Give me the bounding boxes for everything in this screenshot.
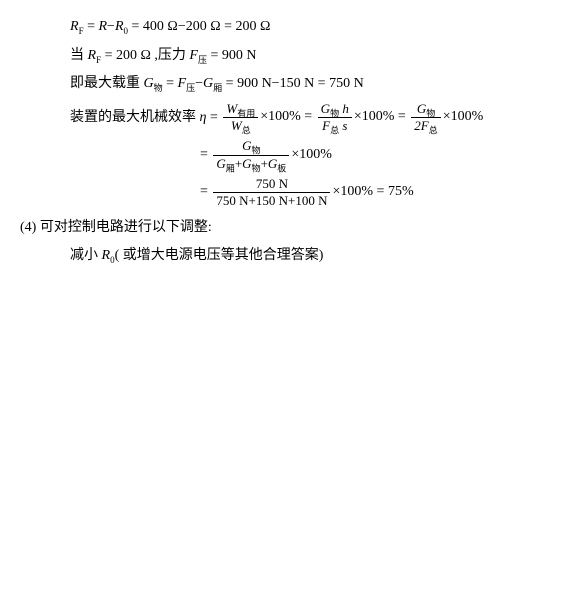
- line-max-load: 即最大载重 G物 = F压−G厢 = 900 N−150 N = 750 N: [70, 71, 555, 98]
- var-fya: F: [178, 76, 187, 91]
- var-f: F: [322, 118, 330, 133]
- line-pressure: 当 RF = 200 Ω ,压力 F压 = 900 N: [70, 43, 555, 70]
- physics-solution-text: RF = R−R0 = 400 Ω−200 Ω = 200 Ω 当 R F = 2…: [0, 0, 575, 284]
- line-efficiency-expand: = G物 G厢+G物+G板 ×100%: [200, 139, 555, 171]
- var-h: h: [339, 101, 349, 116]
- var-w: W: [226, 101, 237, 116]
- var-gwu: G: [144, 76, 154, 91]
- line-efficiency-start: 装置的最大机械效率 η = W有用 W总 ×100% = G物 h F总 s ×…: [70, 102, 555, 134]
- txt: =: [163, 76, 178, 91]
- var-r0: R: [115, 19, 124, 34]
- fraction-g-2f: G物 2F总: [411, 102, 440, 134]
- txt: 减小: [70, 248, 102, 263]
- var-g: G: [216, 156, 225, 171]
- sub-wu: 物: [154, 83, 163, 93]
- txt: =: [206, 110, 217, 125]
- txt: ×100% = 75%: [332, 179, 413, 206]
- var-gxiang: G: [203, 76, 213, 91]
- sub-ya: 压: [198, 54, 207, 64]
- denominator: 750 N+150 N+100 N: [213, 193, 330, 208]
- txt: = 900 N−150 N = 750 N: [222, 76, 364, 91]
- fraction-gh-fs: G物 h F总 s: [318, 102, 352, 134]
- line-part4-answer: 减小 R0( 或增大电源电压等其他合理答案): [70, 243, 555, 270]
- var-g: G: [242, 156, 251, 171]
- line-part4-heading: (4) 可对控制电路进行以下调整:: [20, 215, 555, 242]
- txt: 当: [70, 48, 88, 63]
- var-rf: R: [88, 48, 97, 63]
- txt: = 200 Ω ,压力: [101, 48, 189, 63]
- numerator: 750 N: [213, 177, 330, 193]
- fraction-g-sum: G物 G厢+G物+G板: [213, 139, 289, 171]
- txt: =: [200, 142, 208, 169]
- txt: =: [84, 19, 99, 34]
- sub: 物: [252, 163, 261, 173]
- sub: 总: [429, 126, 438, 136]
- var-s: s: [339, 118, 347, 133]
- txt: = 400 Ω−200 Ω = 200 Ω: [128, 19, 270, 34]
- fraction-numeric: 750 N 750 N+150 N+100 N: [213, 177, 330, 209]
- sub-xiang: 厢: [213, 83, 222, 93]
- txt: +: [261, 156, 268, 171]
- txt: ×100% =: [260, 104, 312, 131]
- txt: ×100% =: [354, 104, 406, 131]
- sub: 有用: [237, 108, 255, 118]
- txt: −: [107, 19, 115, 34]
- var-r0: R: [102, 248, 111, 263]
- txt: 装置的最大机械效率: [70, 110, 200, 125]
- sub: 物: [426, 108, 435, 118]
- var-g: G: [417, 101, 426, 116]
- sub: 板: [277, 163, 286, 173]
- txt: =: [200, 179, 208, 206]
- var-2f: 2F: [414, 118, 428, 133]
- txt: ( 或增大电源电压等其他合理答案): [115, 248, 324, 263]
- var-fya: F: [189, 48, 198, 63]
- var-g: G: [242, 138, 251, 153]
- var-w: W: [231, 118, 242, 133]
- line-rf-calc: RF = R−R0 = 400 Ω−200 Ω = 200 Ω: [70, 14, 555, 41]
- var-g: G: [321, 101, 330, 116]
- sub: 总: [330, 126, 339, 136]
- sub: 物: [252, 146, 261, 156]
- var-r: R: [98, 19, 107, 34]
- txt: −: [195, 76, 203, 91]
- sub: 物: [330, 108, 339, 118]
- sub: 总: [242, 126, 251, 136]
- txt: (4) 可对控制电路进行以下调整:: [20, 220, 212, 235]
- line-efficiency-numeric: = 750 N 750 N+150 N+100 N ×100% = 75%: [200, 177, 555, 209]
- txt: ×100%: [443, 104, 484, 131]
- sub: 厢: [226, 163, 235, 173]
- txt: 即最大载重: [70, 76, 144, 91]
- var-rf: R: [70, 19, 79, 34]
- txt: ×100%: [291, 142, 332, 169]
- sub-ya: 压: [186, 83, 195, 93]
- var-g: G: [268, 156, 277, 171]
- txt: = 900 N: [207, 48, 257, 63]
- fraction-w-useful-total: W有用 W总: [223, 102, 258, 134]
